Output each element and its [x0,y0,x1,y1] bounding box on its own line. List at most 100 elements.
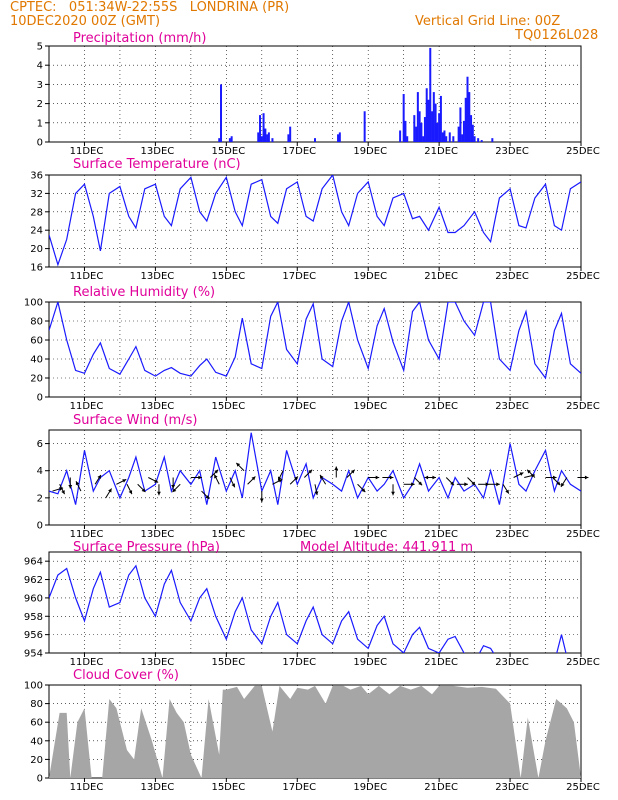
precip-bar [402,94,405,142]
precip-bar [491,138,494,142]
rh-ytick-label: 20 [30,374,43,385]
precip-bar [416,92,419,142]
wind-arrow-head [519,472,524,476]
wind-arrow [456,482,468,487]
header-station: CPTEC: 051:34W-22:55S LONDRINA (PR) [10,0,290,15]
precip-bar [423,117,426,142]
wind-arrow [314,484,319,496]
precip-bar [466,76,469,142]
wind-arrow-head [464,482,468,487]
precip-bar [413,115,416,142]
wind-ytick-label: 4 [37,466,43,477]
cloud-ytick-label: 80 [30,699,43,710]
wind-arrow [229,477,236,488]
rh-xtick-label: 25DEC [566,401,600,412]
precip-bar [438,113,441,142]
wind-arrow-head [157,491,161,496]
wind-arrow [157,484,161,496]
wind-arrow [94,474,102,485]
precip-bar [363,111,366,142]
pressure-xtick-label: 23DEC [495,657,529,668]
wind-arrow-head [350,469,355,474]
wind-arrow [289,476,299,485]
cloud-xtick-label: 11DEC [70,782,104,793]
wind-arrow-head [278,476,282,481]
wind-arrow-head [128,490,133,495]
wind-arrow [382,475,394,480]
wind-arrow [210,469,219,478]
wind-arrow [577,475,589,480]
precip-ytick-label: 0 [37,138,43,149]
precip-bar [230,136,233,142]
wind-arrow [213,474,220,485]
precip-bar [441,132,444,142]
precip-bar [220,84,223,142]
pressure-xtick-label: 13DEC [141,657,175,668]
wind-arrow [445,477,455,486]
wind-arrow [105,488,113,499]
cloud-ytick-label: 60 [30,718,43,729]
precip-bar [429,47,432,142]
wind-arrow-head [59,487,64,491]
pressure-xtick-label: 25DEC [566,657,600,668]
precip-ytick-label: 5 [37,42,43,53]
rh-xtick-label: 15DEC [211,401,245,412]
wind-title: Surface Wind (m/s) [73,413,197,428]
rh-ytick-label: 0 [37,393,43,404]
precip-xtick-label: 25DEC [566,146,600,157]
wind-arrow [172,483,181,493]
precip-bar [259,115,262,142]
wind-arrow [190,475,202,480]
rh-frame [48,301,582,398]
wind-arrow [488,482,500,487]
wind-arrow-head [560,482,565,487]
temp-xtick-label: 23DEC [495,271,529,282]
pressure-panel [45,551,582,657]
wind-arrow [148,477,159,483]
wind-arrow [560,477,568,488]
precip-bar [468,92,471,142]
precip-bar [399,130,402,142]
precip-title: Precipitation (mm/h) [73,31,206,46]
wind-arrow-head [334,466,339,471]
wind-arrow-head [214,474,218,479]
wind-arrow-head [97,474,101,479]
wind-arrow-head [391,491,395,496]
wind-arrow [319,474,327,485]
wind-arrow-head [418,481,423,486]
wind-arrow [413,477,423,486]
precip-bar [445,136,448,142]
precip-xtick-label: 23DEC [495,146,529,157]
wind-xtick-label: 23DEC [495,529,529,540]
wind-arrow [368,475,380,480]
cloud-ytick-label: 0 [37,774,43,785]
temp-xtick-label: 19DEC [353,271,387,282]
precip-bar [406,136,409,142]
pressure-xtick-label: 11DEC [70,657,104,668]
precip-bar [418,111,421,142]
temp-panel [45,174,582,271]
wind-arrow [403,482,415,487]
wind-arrow-head [485,482,490,487]
rh-ytick-label: 40 [30,355,43,366]
wind-panel [45,429,589,529]
cloud-ytick-label: 20 [30,755,43,766]
precip-bar [480,140,483,142]
temp-ytick-label: 32 [30,189,43,200]
wind-arrow-head [527,469,531,474]
wind-arrow [277,470,284,481]
cloud-xtick-label: 25DEC [566,782,600,793]
wind-arrow [334,466,339,478]
wind-arrow-head [411,482,415,487]
wind-arrow-head [122,479,127,483]
wind-arrow-head [75,481,80,486]
rh-ytick-label: 80 [30,317,43,328]
precip-bar [473,136,476,142]
precip-bar [432,92,435,142]
wind-arrow [68,477,73,489]
wind-arrow [346,469,356,478]
wind-xtick-label: 25DEC [566,529,600,540]
precip-xtick-label: 13DEC [141,146,175,157]
wind-arrow [357,483,366,493]
